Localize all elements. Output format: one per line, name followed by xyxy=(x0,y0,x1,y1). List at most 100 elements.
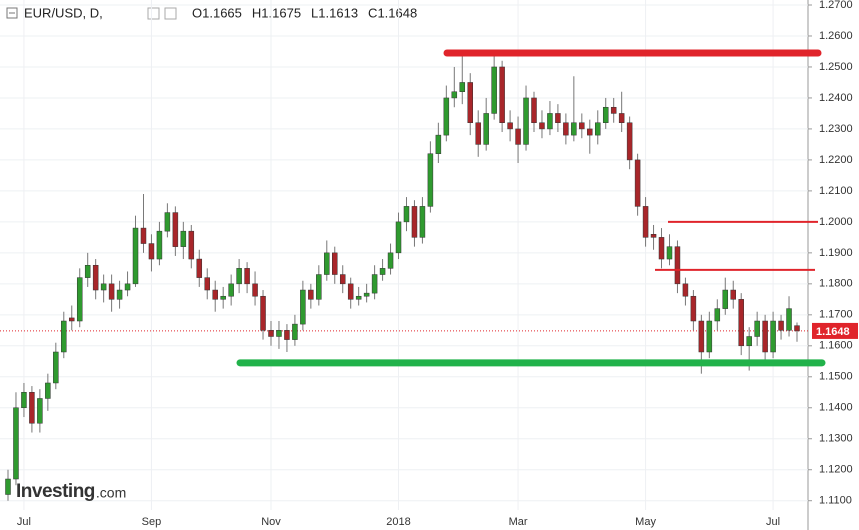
candle-body xyxy=(762,320,768,353)
y-tick-label: 1.2700 xyxy=(819,0,853,11)
candle-body xyxy=(108,283,115,300)
candle-body xyxy=(587,128,593,136)
candle-body xyxy=(738,299,744,347)
y-tick-label: 1.1600 xyxy=(819,340,853,352)
candle-body xyxy=(403,206,410,223)
x-tick-label: Nov xyxy=(261,516,281,528)
candle-body xyxy=(706,320,713,353)
candle-body xyxy=(116,289,123,300)
candle-body xyxy=(13,407,19,480)
candle-body xyxy=(411,206,418,238)
y-tick-label: 1.1900 xyxy=(819,247,853,259)
candle-body xyxy=(595,122,601,136)
y-tick-label: 1.2400 xyxy=(819,92,853,104)
candle-body xyxy=(443,97,450,136)
y-tick-label: 1.1700 xyxy=(819,309,853,321)
candle-body xyxy=(244,268,250,285)
candle-body xyxy=(467,82,473,123)
candle-body xyxy=(276,330,282,337)
candle-body xyxy=(164,212,171,232)
candle-body xyxy=(300,289,306,325)
candle-body xyxy=(602,106,609,123)
candle-body xyxy=(220,295,226,300)
quote-prefix: H xyxy=(252,5,261,20)
quote-prefix: L xyxy=(311,5,318,20)
y-tick-label: 1.2100 xyxy=(819,185,853,197)
candle-body xyxy=(132,227,139,285)
candle-body xyxy=(427,153,434,207)
candle-body xyxy=(260,295,266,331)
candle-body xyxy=(347,283,354,300)
x-tick-label: Sep xyxy=(142,516,162,528)
quote-prefix: C xyxy=(368,5,377,20)
quote-value: 1.1613 xyxy=(318,5,358,20)
symbol: EUR/USD, D, xyxy=(24,5,103,20)
candle-body xyxy=(204,277,210,291)
candle-body xyxy=(339,274,346,285)
candle-body xyxy=(252,283,258,297)
candle-body xyxy=(124,283,131,291)
candle-body xyxy=(29,392,35,424)
candle-body xyxy=(140,227,147,244)
candle-body xyxy=(499,66,505,123)
candle-body xyxy=(61,320,67,353)
y-tick-label: 1.1800 xyxy=(819,278,853,290)
candle-body xyxy=(579,122,585,130)
candle-body xyxy=(770,320,776,353)
candle-body xyxy=(515,128,521,145)
candle-body xyxy=(355,295,362,300)
quote-value: 1.1665 xyxy=(202,5,242,20)
candle-body xyxy=(148,243,155,260)
candle-body xyxy=(754,320,760,337)
header: EUR/USD, D, xyxy=(6,5,177,20)
candle-body xyxy=(53,351,59,384)
candle-body xyxy=(507,122,513,130)
quote-value: 1.1675 xyxy=(261,5,301,20)
candle-body xyxy=(523,97,529,145)
candle-body xyxy=(435,134,442,154)
candle-body xyxy=(228,283,234,297)
x-tick-label: Jul xyxy=(17,516,31,528)
collapse-icon[interactable] xyxy=(6,7,18,19)
y-tick-label: 1.1100 xyxy=(819,495,852,507)
candle-body xyxy=(284,330,290,340)
candle-body xyxy=(84,264,91,278)
candle-body xyxy=(722,289,729,309)
candle-body xyxy=(626,122,633,161)
candle-body xyxy=(674,246,681,285)
x-tick-label: Mar xyxy=(509,516,528,528)
candle-body xyxy=(387,252,394,269)
candle-body xyxy=(363,292,370,297)
candle-body xyxy=(379,268,386,275)
candle-body xyxy=(475,122,481,145)
candle-body xyxy=(563,122,569,136)
close-icon[interactable] xyxy=(164,7,177,20)
candle-body xyxy=(180,230,187,247)
candle-body xyxy=(37,398,43,424)
candle-body xyxy=(730,289,736,300)
candle-body xyxy=(539,122,545,130)
y-tick-label: 1.1500 xyxy=(819,371,853,383)
candle-body xyxy=(746,336,752,347)
x-tick-label: May xyxy=(635,516,656,528)
candle-body xyxy=(666,246,673,260)
candle-body xyxy=(92,264,99,291)
x-tick-label: 2018 xyxy=(386,516,410,528)
candle-body xyxy=(682,283,689,297)
quote-value: 1.1648 xyxy=(377,5,417,20)
candle-body xyxy=(5,478,11,495)
candle-body xyxy=(292,323,298,340)
candle-body xyxy=(571,122,577,136)
candle-body xyxy=(156,230,163,260)
candle-body xyxy=(324,252,330,275)
candle-body xyxy=(69,317,75,322)
candle-body xyxy=(610,106,617,114)
y-tick-label: 1.1200 xyxy=(819,464,853,476)
watermark-suffix: .com xyxy=(96,485,126,501)
settings-icon[interactable] xyxy=(147,7,160,20)
candle-body xyxy=(308,289,314,300)
candle-body xyxy=(491,66,497,114)
